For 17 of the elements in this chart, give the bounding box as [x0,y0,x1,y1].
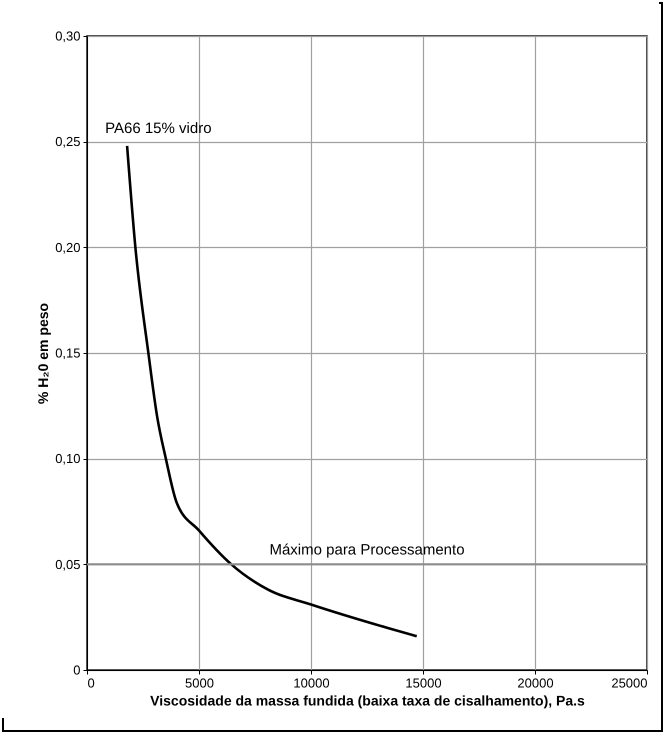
ref-line-label: Máximo para Processamento [269,541,465,558]
y-tick-label: 0,15 [55,346,80,360]
x-tick-label: 5000 [185,676,214,690]
x-tick-label: 10000 [293,676,330,690]
y-tick-label: 0,10 [55,451,80,466]
x-tick-label: 25000 [611,676,648,690]
y-axis-title: % H₂0 em peso [35,302,52,404]
y-tick-label: 0,30 [55,28,80,44]
x-tick-label: 20000 [517,676,554,690]
y-tick-label: 0,25 [55,134,80,150]
x-axis-title: Viscosidade da massa fundida (baixa taxa de cisalhamento), Pa.s [150,692,586,708]
y-tick-label: 0 [73,662,80,678]
x-tick-label: 15000 [405,676,442,690]
y-tick-label: 0,05 [55,556,80,572]
x-tick-label: 0 [88,676,95,690]
series-label: PA66 15% vidro [105,120,212,137]
y-tick-label: 0,20 [55,240,80,255]
